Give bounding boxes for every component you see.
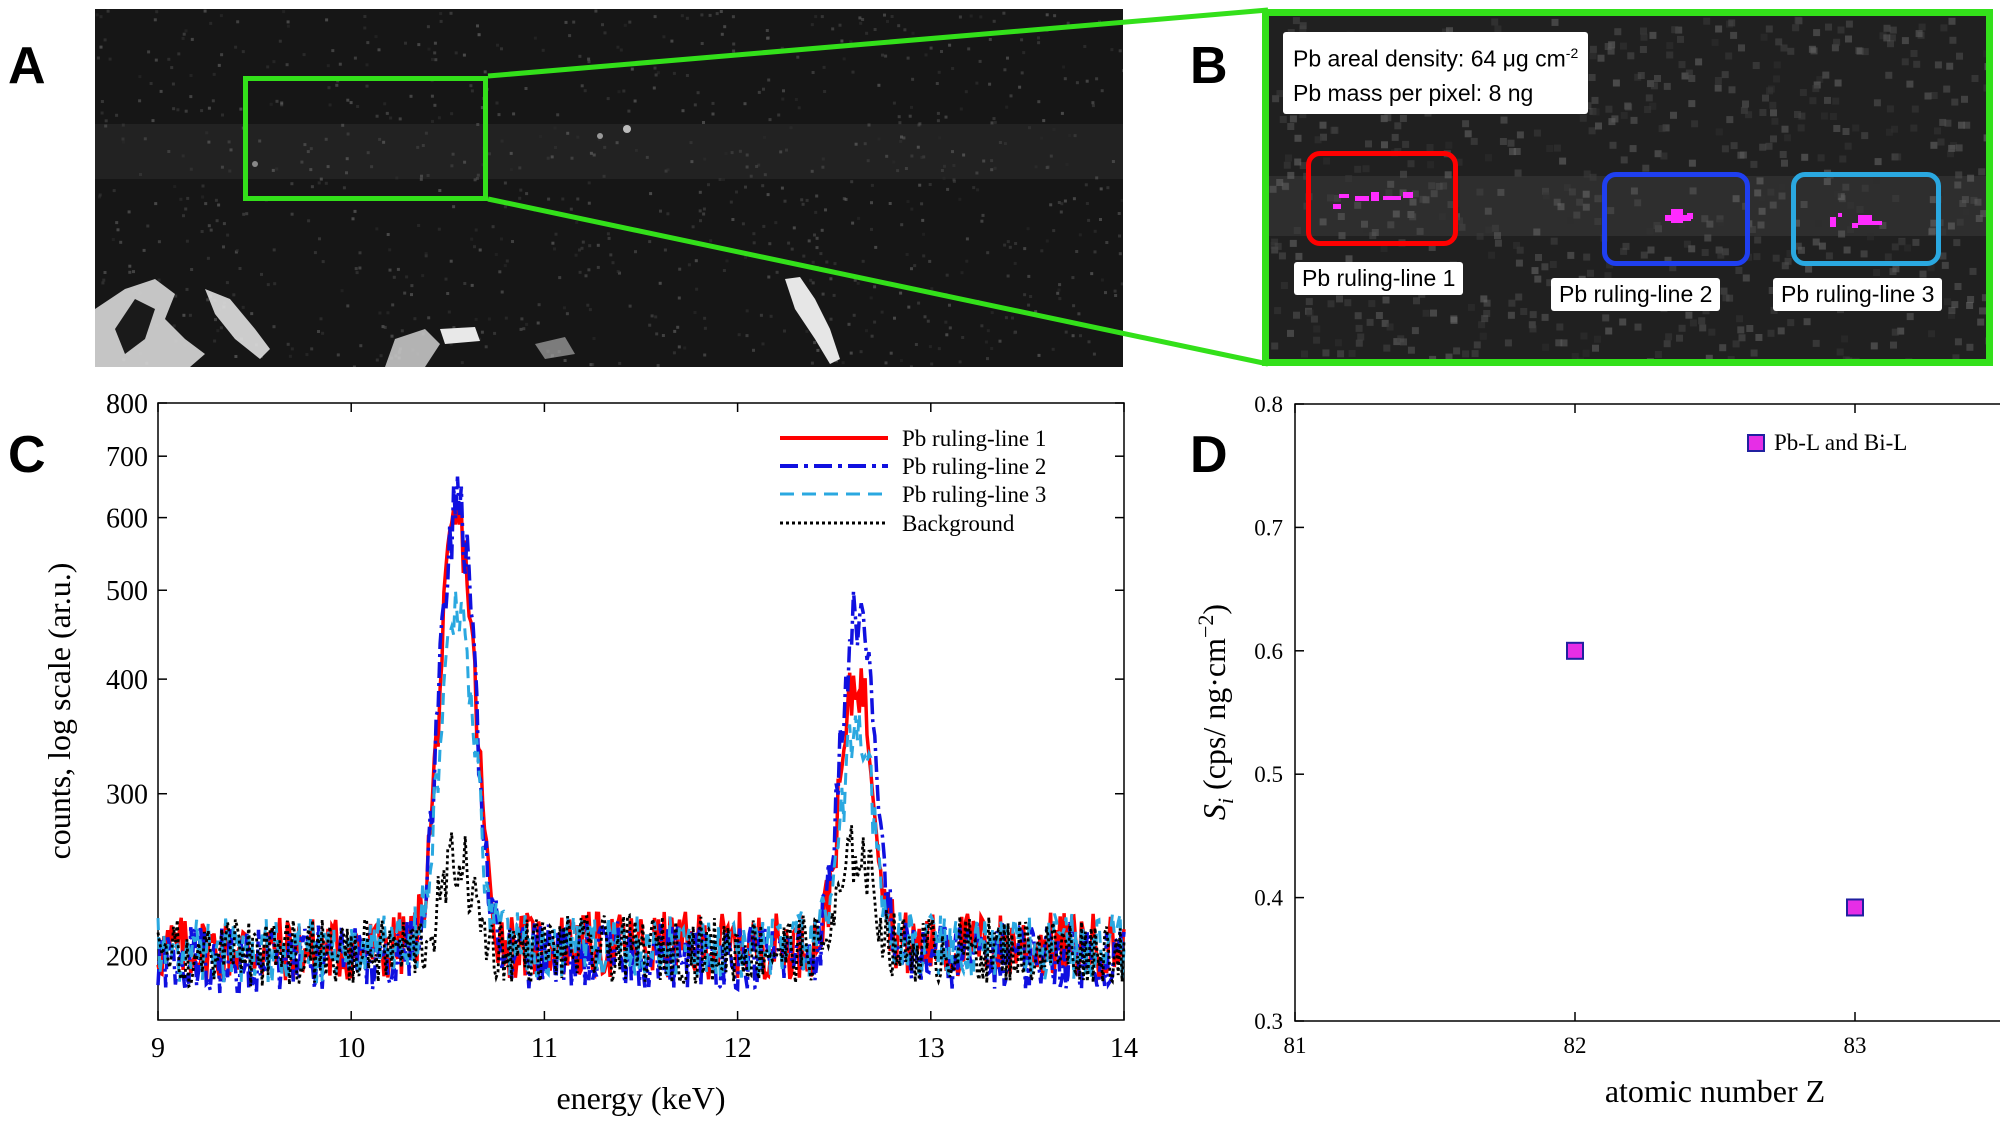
roi-label-2: Pb ruling-line 2 (1551, 278, 1721, 311)
xrf-map-texture (95, 9, 1123, 367)
y-tick-label-6: 800 (106, 389, 148, 420)
spectrum-series-3 (156, 590, 1126, 984)
pb-hotspot-1 (1333, 192, 1413, 209)
d-x-tick-label-0: 81 (1284, 1033, 1307, 1058)
legend-label: Pb-L and Bi-L (1774, 430, 1907, 455)
xrf-map-zoom: Pb areal density: 64 μg cm-2 Pb mass per… (1262, 9, 1993, 366)
x-tick-label-4: 13 (917, 1033, 945, 1064)
spectrum-series-4 (156, 825, 1126, 989)
panel-letter-d: D (1190, 426, 1228, 484)
legend-label-2: Pb ruling-line 2 (902, 454, 1046, 479)
sensitivity-y-label: Si (cps/ ng·cm−2) (1193, 604, 1238, 820)
x-tick-label-2: 11 (531, 1033, 558, 1064)
d-x-tick-label-1: 82 (1564, 1033, 1587, 1058)
panel-letter-c: C (8, 426, 46, 484)
zoom-region-frame (243, 76, 488, 201)
roi-ruling-line-3 (1791, 172, 1941, 266)
sensitivity-legend: Pb-L and Bi-L (1747, 430, 1907, 455)
spectra-y-label: counts, log scale (ar.u.) (41, 563, 77, 860)
legend-marker (1747, 434, 1765, 452)
areal-density-box: Pb areal density: 64 μg cm-2 Pb mass per… (1283, 32, 1589, 114)
y-label-close: ) (1196, 604, 1232, 615)
roi-ruling-line-1 (1306, 151, 1458, 246)
zoom-connector-bottom (487, 196, 1269, 367)
roi-label-3: Pb ruling-line 3 (1773, 278, 1943, 311)
legend-label-3: Pb ruling-line 3 (902, 482, 1046, 507)
spectra-chart: 9 10 11 12 13 14 200 300 400 500 600 700 800 Pb ruli… (41, 389, 1138, 1116)
y-label-units: (cps/ ng·cm (1196, 638, 1232, 798)
panel-letter-b: B (1190, 37, 1228, 95)
d-y-tick-label-5: 0.8 (1254, 392, 1283, 417)
areal-density-label: Pb areal density: 64 μg cm (1293, 45, 1566, 72)
mass-per-pixel-label: Pb mass per pixel: 8 ng (1293, 79, 1534, 106)
spectra-legend: Pb ruling-line 1 Pb ruling-line 2 Pb rul… (780, 426, 1046, 536)
y-label-s: S (1196, 804, 1232, 820)
sensitivity-x-label: atomic number Z (1605, 1073, 1825, 1109)
d-y-tick-label-3: 0.6 (1254, 639, 1283, 664)
d-y-tick-label-4: 0.7 (1254, 515, 1283, 540)
sensitivity-plot-area (1294, 403, 2000, 1022)
y-label-exp: −2 (1193, 615, 1218, 638)
pb-hotspot-3 (1830, 213, 1882, 228)
y-tick-label-0: 200 (106, 941, 148, 972)
x-tick-label-0: 9 (151, 1033, 165, 1064)
d-y-tick-label-1: 0.4 (1254, 886, 1283, 911)
d-x-tick-label-2: 83 (1844, 1033, 1867, 1058)
roi-label-1: Pb ruling-line 1 (1294, 262, 1464, 295)
d-y-tick-label-2: 0.5 (1254, 762, 1283, 787)
x-tick-label-5: 14 (1110, 1033, 1138, 1064)
y-tick-label-3: 500 (106, 576, 148, 607)
xrf-map-overview (95, 9, 1123, 367)
y-tick-label-4: 600 (106, 504, 148, 535)
legend-label-1: Pb ruling-line 1 (902, 426, 1046, 451)
x-tick-label-3: 12 (724, 1033, 752, 1064)
x-tick-label-1: 10 (337, 1033, 365, 1064)
y-label-sub: i (1213, 798, 1238, 804)
panel-letter-a: A (8, 37, 46, 95)
legend-label-4: Background (902, 511, 1015, 536)
areal-density-exponent: -2 (1565, 45, 1579, 61)
y-tick-label-2: 400 (106, 665, 148, 696)
y-tick-label-1: 300 (106, 780, 148, 811)
pb-hotspot-2 (1665, 209, 1693, 223)
y-tick-label-5: 700 (106, 442, 148, 473)
spectra-x-label: energy (keV) (556, 1080, 725, 1116)
data-point-1 (1566, 641, 1584, 660)
roi-ruling-line-2 (1602, 172, 1750, 266)
sensitivity-chart: 818283840.30.40.50.60.70.8 Pb-L and Bi-L… (1193, 392, 2000, 1109)
data-point-2 (1846, 898, 1864, 917)
d-y-tick-label-0: 0.3 (1254, 1009, 1283, 1034)
zoom-connector-top (487, 7, 1269, 79)
